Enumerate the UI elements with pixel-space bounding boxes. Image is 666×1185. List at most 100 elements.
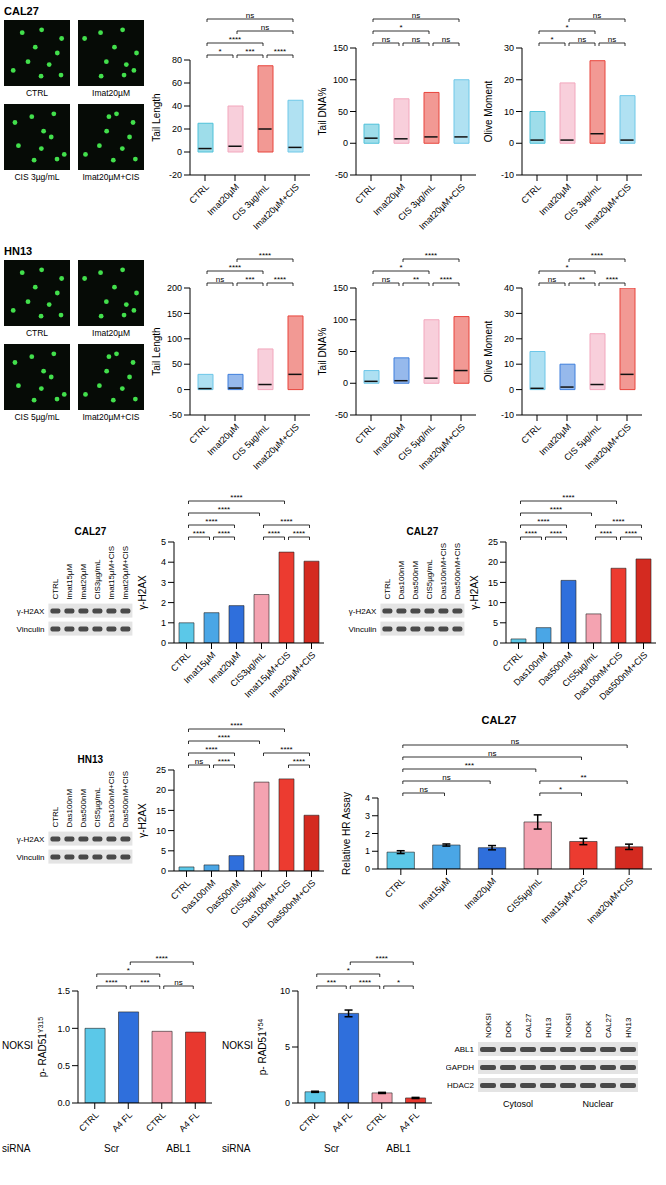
svg-text:4: 4	[365, 793, 370, 803]
svg-text:****: ****	[229, 263, 241, 272]
svg-text:100: 100	[333, 315, 348, 325]
svg-text:Imat20µM+CIS: Imat20µM+CIS	[417, 182, 467, 232]
svg-text:25: 25	[156, 765, 166, 775]
svg-text:Das500nM+CIS: Das500nM+CIS	[453, 543, 462, 600]
svg-text:p- RAD51Y54: p- RAD51Y54	[257, 1019, 269, 1075]
svg-text:***: ***	[465, 761, 474, 770]
svg-text:100: 100	[333, 75, 348, 85]
svg-text:****: ****	[259, 251, 271, 260]
svg-text:40: 40	[172, 101, 182, 111]
svg-text:****: ****	[280, 517, 292, 526]
svg-text:5: 5	[161, 537, 166, 547]
svg-text:ns: ns	[412, 11, 420, 20]
svg-text:Tail Length: Tail Length	[151, 93, 162, 141]
svg-text:20: 20	[172, 124, 182, 134]
svg-text:ns: ns	[382, 35, 390, 44]
svg-text:****: ****	[105, 978, 117, 987]
svg-text:0: 0	[285, 1098, 290, 1108]
svg-text:3: 3	[365, 811, 370, 821]
svg-text:ns: ns	[419, 785, 427, 794]
svg-text:**: **	[413, 275, 419, 284]
svg-text:0.5: 0.5	[57, 1061, 70, 1071]
svg-text:*: *	[399, 23, 402, 32]
svg-text:****: ****	[268, 529, 280, 538]
svg-text:4: 4	[161, 557, 166, 567]
svg-text:50: 50	[172, 359, 182, 369]
svg-text:*: *	[347, 966, 350, 975]
svg-text:****: ****	[562, 493, 574, 502]
svg-text:Olive Moment: Olive Moment	[483, 80, 494, 142]
svg-text:γ-H2AX: γ-H2AX	[17, 835, 45, 844]
svg-text:CTRL: CTRL	[519, 182, 543, 206]
svg-text:Imat20µM+CIS: Imat20µM+CIS	[251, 422, 301, 472]
svg-text:γ-H2AX: γ-H2AX	[469, 575, 480, 610]
svg-text:Das100nM+CIS: Das100nM+CIS	[439, 543, 448, 600]
svg-text:*: *	[565, 23, 568, 32]
svg-text:ns: ns	[488, 749, 496, 758]
svg-text:Das500nM: Das500nM	[411, 561, 420, 600]
svg-text:****: ****	[550, 529, 562, 538]
svg-text:CTRL: CTRL	[187, 422, 211, 446]
svg-text:****: ****	[440, 275, 452, 284]
svg-text:Das500nM+CIS: Das500nM+CIS	[265, 878, 317, 930]
svg-text:****: ****	[600, 529, 612, 538]
svg-text:0: 0	[493, 638, 498, 648]
svg-text:-10: -10	[501, 410, 514, 420]
svg-text:****: ****	[606, 275, 618, 284]
svg-text:15: 15	[488, 578, 498, 588]
svg-text:ns: ns	[593, 11, 601, 20]
svg-text:****: ****	[293, 757, 305, 766]
svg-text:80: 80	[172, 55, 182, 65]
svg-text:*: *	[550, 35, 553, 44]
svg-text:Cytosol: Cytosol	[503, 1099, 533, 1109]
svg-text:****: ****	[625, 529, 637, 538]
svg-text:NOKSI: NOKSI	[564, 1013, 573, 1038]
svg-text:γ-H2AX: γ-H2AX	[349, 607, 377, 616]
svg-text:Das500nM: Das500nM	[79, 789, 88, 828]
svg-text:Vinculin: Vinculin	[17, 625, 45, 634]
svg-text:CAL27: CAL27	[604, 1013, 613, 1038]
svg-text:50: 50	[338, 347, 348, 357]
svg-text:ns: ns	[548, 275, 556, 284]
svg-text:ns: ns	[174, 978, 182, 987]
svg-text:20: 20	[504, 75, 514, 85]
svg-text:CTRL: CTRL	[187, 182, 211, 206]
svg-text:0: 0	[509, 385, 514, 395]
svg-text:Olive Moment: Olive Moment	[483, 320, 494, 382]
svg-text:10: 10	[280, 986, 290, 996]
svg-text:2: 2	[365, 829, 370, 839]
svg-text:****: ****	[280, 745, 292, 754]
svg-text:CTRL: CTRL	[383, 578, 392, 599]
svg-text:ns: ns	[578, 35, 586, 44]
svg-text:DOK: DOK	[584, 1020, 593, 1038]
svg-text:-50: -50	[335, 170, 348, 180]
svg-text:***: ***	[140, 978, 149, 987]
svg-text:****: ****	[205, 745, 217, 754]
svg-text:***: ***	[327, 978, 336, 987]
svg-text:10: 10	[156, 826, 166, 836]
svg-text:****: ****	[218, 505, 230, 514]
svg-text:CTRL: CTRL	[297, 1110, 321, 1134]
svg-text:****: ****	[425, 251, 437, 260]
svg-text:γ-H2AX: γ-H2AX	[137, 803, 148, 838]
svg-text:****: ****	[376, 954, 388, 963]
svg-text:30: 30	[504, 309, 514, 319]
svg-text:0: 0	[365, 864, 370, 874]
svg-text:Das100nM+CIS: Das100nM+CIS	[107, 771, 116, 828]
svg-text:****: ****	[230, 721, 242, 730]
svg-text:****: ****	[229, 35, 241, 44]
svg-text:0: 0	[509, 138, 514, 148]
svg-text:CIS5µg/mL: CIS5µg/mL	[505, 876, 544, 915]
svg-text:5: 5	[285, 1042, 290, 1052]
svg-text:Imat20µM+CIS: Imat20µM+CIS	[585, 876, 635, 926]
svg-text:10: 10	[504, 359, 514, 369]
svg-text:ns: ns	[382, 275, 390, 284]
svg-text:-20: -20	[169, 170, 182, 180]
svg-text:CTRL: CTRL	[353, 422, 377, 446]
svg-text:**: **	[579, 275, 585, 284]
svg-text:0: 0	[177, 147, 182, 157]
svg-text:****: ****	[218, 757, 230, 766]
svg-text:25: 25	[488, 537, 498, 547]
svg-text:20: 20	[504, 334, 514, 344]
svg-text:2: 2	[161, 598, 166, 608]
